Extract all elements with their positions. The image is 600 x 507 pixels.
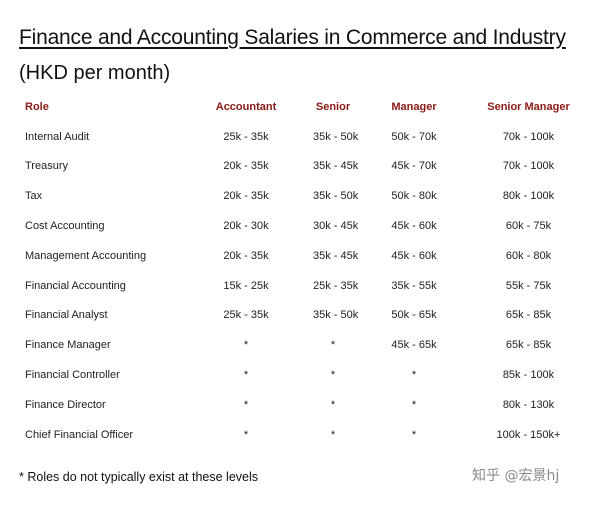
manager-cell: 50k - 70k: [391, 130, 437, 143]
accountant-cell: *: [243, 428, 249, 441]
column-header-manager: Manager: [391, 100, 437, 113]
role-cell: Internal Audit: [25, 130, 90, 143]
senior-cell: 35k - 45k: [313, 160, 359, 173]
table-header-row: Role Accountant Senior Manager Senior Ma…: [17, 92, 582, 122]
senior-cell: *: [330, 339, 336, 352]
senior-manager-cell: 60k - 80k: [505, 249, 552, 262]
senior-manager-cell: 70k - 100k: [502, 130, 555, 143]
role-cell: Chief Financial Officer: [25, 428, 134, 441]
accountant-cell: 20k - 35k: [223, 249, 269, 262]
table-row: Finance Director * * * 80k - 130k: [17, 390, 582, 420]
page-subtitle: (HKD per month): [19, 62, 171, 84]
manager-cell: 45k - 60k: [391, 249, 437, 262]
table-row: Finance Manager * * 45k - 65k 65k - 85k: [17, 330, 582, 360]
accountant-cell: 20k - 35k: [223, 160, 269, 173]
senior-manager-cell: 80k - 100k: [502, 190, 555, 203]
role-cell: Financial Analyst: [25, 309, 108, 322]
role-cell: Financial Accounting: [25, 279, 126, 292]
manager-cell: 50k - 80k: [391, 190, 437, 203]
table-row: Financial Controller * * * 85k - 100k: [17, 360, 582, 390]
senior-cell: 25k - 35k: [313, 279, 359, 292]
table-row: Internal Audit 25k - 35k 35k - 50k 50k -…: [17, 122, 582, 152]
accountant-cell: 25k - 35k: [223, 309, 269, 322]
senior-manager-cell: 55k - 75k: [505, 279, 552, 292]
manager-cell: *: [411, 398, 417, 411]
senior-cell: 35k - 45k: [313, 249, 359, 262]
role-cell: Management Accounting: [25, 249, 147, 262]
table-row: Chief Financial Officer * * * 100k - 150…: [17, 420, 582, 450]
manager-cell: 45k - 65k: [391, 339, 437, 352]
table-row: Treasury 20k - 35k 35k - 45k 45k - 70k 7…: [17, 152, 582, 182]
footnote: * Roles do not typically exist at these …: [19, 470, 259, 484]
table-row: Tax 20k - 35k 35k - 50k 50k - 80k 80k - …: [17, 181, 582, 211]
manager-cell: 45k - 60k: [391, 220, 437, 233]
column-header-accountant: Accountant: [215, 100, 277, 113]
senior-manager-cell: 65k - 85k: [505, 309, 552, 322]
table-row: Cost Accounting 20k - 30k 30k - 45k 45k …: [17, 211, 582, 241]
role-cell: Treasury: [25, 160, 68, 173]
manager-cell: 50k - 65k: [391, 309, 437, 322]
senior-cell: *: [330, 398, 336, 411]
manager-cell: 45k - 70k: [391, 160, 437, 173]
senior-cell: 35k - 50k: [313, 309, 359, 322]
accountant-cell: 20k - 35k: [223, 190, 269, 203]
senior-manager-cell: 85k - 100k: [502, 369, 555, 382]
senior-manager-cell: 80k - 130k: [502, 398, 555, 411]
accountant-cell: 15k - 25k: [223, 279, 269, 292]
table-row: Management Accounting 20k - 35k 35k - 45…: [17, 241, 582, 271]
accountant-cell: 20k - 30k: [223, 220, 269, 233]
role-cell: Finance Manager: [25, 339, 111, 352]
salary-table: Role Accountant Senior Manager Senior Ma…: [17, 92, 582, 450]
watermark: 知乎 @宏景hj: [472, 468, 560, 484]
accountant-cell: *: [243, 369, 249, 382]
role-cell: Cost Accounting: [25, 220, 105, 233]
senior-manager-cell: 70k - 100k: [502, 160, 555, 173]
table-row: Financial Accounting 15k - 25k 25k - 35k…: [17, 271, 582, 301]
role-cell: Tax: [25, 190, 43, 203]
senior-cell: 30k - 45k: [313, 220, 359, 233]
senior-cell: *: [330, 369, 336, 382]
role-cell: Finance Director: [25, 398, 106, 411]
role-cell: Financial Controller: [25, 369, 120, 382]
column-header-senior-manager: Senior Manager: [487, 100, 570, 113]
column-header-senior: Senior: [315, 100, 351, 113]
page-title: Finance and Accounting Salaries in Comme…: [19, 26, 566, 49]
table-row: Financial Analyst 25k - 35k 35k - 50k 50…: [17, 301, 582, 331]
manager-cell: *: [411, 369, 417, 382]
accountant-cell: *: [243, 398, 249, 411]
senior-cell: 35k - 50k: [313, 130, 359, 143]
accountant-cell: *: [243, 339, 249, 352]
senior-manager-cell: 100k - 150k+: [496, 428, 561, 441]
senior-cell: *: [330, 428, 336, 441]
manager-cell: *: [411, 428, 417, 441]
senior-cell: 35k - 50k: [313, 190, 359, 203]
accountant-cell: 25k - 35k: [223, 130, 269, 143]
manager-cell: 35k - 55k: [391, 279, 437, 292]
senior-manager-cell: 65k - 85k: [505, 339, 552, 352]
column-header-role: Role: [25, 100, 49, 113]
senior-manager-cell: 60k - 75k: [505, 220, 552, 233]
